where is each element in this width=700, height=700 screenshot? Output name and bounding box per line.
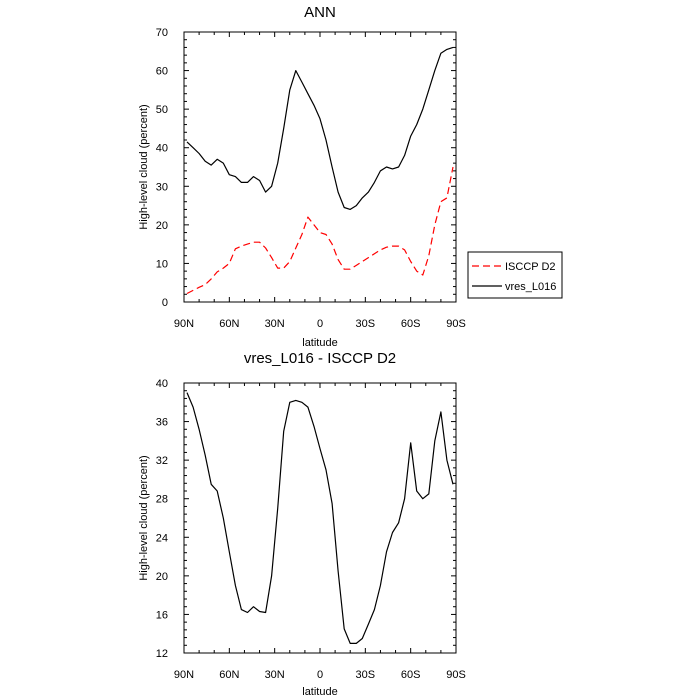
x-tick-label: 90N	[174, 318, 194, 330]
x-axis-label: latitude	[302, 686, 337, 698]
x-tick-label: 60S	[401, 318, 421, 330]
x-tick-label: 30N	[265, 669, 285, 681]
y-tick-label: 12	[156, 648, 168, 660]
legend-box	[467, 251, 563, 299]
series-line-isccp-d2	[186, 166, 454, 295]
x-tick-label: 90S	[446, 669, 466, 681]
chart-title: ANN	[304, 4, 336, 21]
y-tick-label: 40	[156, 378, 168, 390]
y-tick-label: 32	[156, 455, 168, 467]
y-axis-label: High-level cloud (percent)	[138, 455, 150, 580]
y-tick-label: 28	[156, 494, 168, 506]
y-tick-label: 60	[156, 66, 168, 78]
x-tick-label: 90N	[174, 669, 194, 681]
y-tick-label: 24	[156, 532, 168, 544]
y-tick-label: 0	[162, 297, 168, 309]
x-tick-label: 60N	[219, 669, 239, 681]
y-tick-label: 20	[156, 220, 168, 232]
x-tick-label: 90S	[446, 318, 466, 330]
series-line-vres-l016	[186, 46, 454, 210]
x-tick-label: 0	[317, 318, 323, 330]
x-tick-label: 60S	[401, 669, 421, 681]
y-tick-label: 16	[156, 609, 168, 621]
y-tick-label: 10	[156, 258, 168, 270]
y-tick-label: 36	[156, 417, 168, 429]
legend-entry-label: ISCCP D2	[505, 261, 556, 273]
x-tick-label: 30S	[356, 669, 376, 681]
y-tick-label: 30	[156, 181, 168, 193]
y-tick-label: 70	[156, 27, 168, 39]
x-tick-label: 30N	[265, 318, 285, 330]
difference-plot: vres_L016 - ISCCP D2 90N 60N 30N 0 30S 60S 90S 1…	[138, 350, 466, 698]
y-tick-label: 20	[156, 571, 168, 583]
x-tick-label: 30S	[356, 318, 376, 330]
x-tick-label: 0	[317, 669, 323, 681]
legend: ISCCP D2 vres_L016	[467, 251, 563, 299]
y-axis-label: High-level cloud (percent)	[138, 104, 150, 229]
annual-mean-plot: ANN 90N 60N 30N 0 30S 60S 90S 0 10 20 30 40 50 60 70 lat…	[138, 4, 466, 349]
legend-entry-label: vres_L016	[505, 281, 556, 293]
y-tick-label: 40	[156, 143, 168, 155]
chart-title: vres_L016 - ISCCP D2	[244, 350, 396, 367]
y-tick-label: 50	[156, 104, 168, 116]
series-line-series-0	[186, 392, 454, 645]
x-tick-label: 60N	[219, 318, 239, 330]
x-axis-label: latitude	[302, 337, 337, 349]
